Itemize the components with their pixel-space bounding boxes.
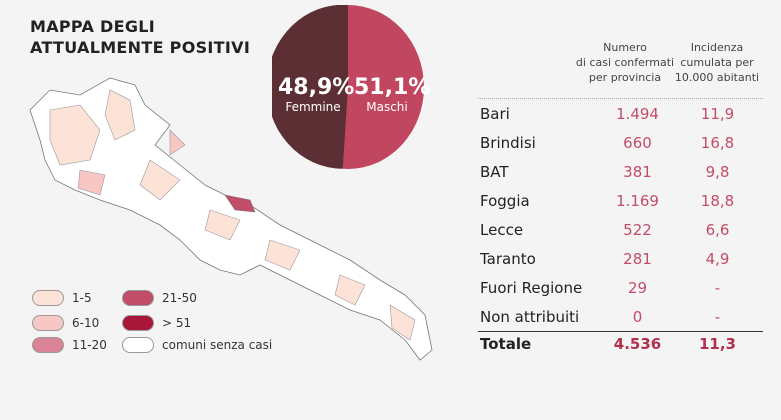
total-row: Totale 4.536 11,3 [480,330,765,358]
cases-value: 381 [623,163,652,181]
table-row: Lecce 522 6,6 [480,216,765,244]
header-incidence: Incidenza cumulata per 10.000 abitanti [674,41,760,84]
incidence-value: 11,9 [700,105,735,123]
table-row: Taranto 281 4,9 [480,245,765,273]
divider [478,98,763,99]
legend-swatch [122,290,154,306]
municipalities-6-10 [77,129,186,196]
table-row: Bari 1.494 11,9 [480,100,765,128]
male-percent: 51,1% [354,75,431,100]
cases-value: 1.494 [616,105,659,123]
incidence-value: 18,8 [700,192,735,210]
gender-pie-chart: 48,9% Femmine 51,1% Maschi [266,4,431,169]
female-share: 48,9% Femmine [278,75,355,114]
municipality-21-50 [224,194,256,213]
province-name: Taranto [480,250,536,268]
province-name: Lecce [480,221,524,239]
table-row: Brindisi 660 16,8 [480,129,765,157]
cases-value: 0 [632,308,643,326]
incidence-value: 9,8 [705,163,730,181]
cases-value: 1.169 [616,192,659,210]
province-name: Non attribuiti [480,308,580,326]
table-row: BAT 381 9,8 [480,158,765,186]
male-label: Maschi [366,100,408,114]
male-share: 51,1% Maschi [354,75,431,114]
cases-value: 29 [627,279,648,297]
legend-label: 11-20 [72,338,107,352]
legend-label: 1-5 [72,291,92,305]
female-percent: 48,9% [278,75,355,100]
incidence-value: - [714,279,721,297]
header-cases: Numero di casi confermati per provincia [575,41,675,84]
table-row: Non attribuiti 0 - [480,303,765,331]
female-label: Femmine [285,100,341,114]
puglia-map [29,77,433,361]
province-name: Brindisi [480,134,536,152]
legend-label: > 51 [162,316,192,330]
legend-label: 21-50 [162,291,197,305]
cases-value: 4.536 [613,335,662,353]
legend-item: 1-5 [32,290,92,306]
province-name: Foggia [480,192,530,210]
municipalities-1-5 [49,89,416,341]
legend-label: comuni senza casi [162,338,273,352]
legend-swatch [32,337,64,353]
incidence-value: 4,9 [705,250,730,268]
legend-swatch [122,315,154,331]
legend-item: > 51 [122,315,191,331]
legend-swatch [122,337,154,353]
table-row: Fuori Regione 29 - [480,274,765,302]
incidence-value: - [714,308,721,326]
cases-value: 522 [623,221,652,239]
legend-swatch [32,315,64,331]
incidence-value: 6,6 [705,221,730,239]
province-name: BAT [480,163,509,181]
cases-value: 660 [623,134,652,152]
total-divider [478,331,763,332]
province-name: Bari [480,105,510,123]
cases-value: 281 [623,250,652,268]
legend-item: 11-20 [32,337,107,353]
pie-slice-male [266,4,348,169]
legend-swatch [32,290,64,306]
legend-label: 6-10 [72,316,100,330]
table-row: Foggia 1.169 18,8 [480,187,765,215]
legend-item: 21-50 [122,290,197,306]
province-name: Totale [480,335,532,353]
incidence-value: 11,3 [698,335,736,353]
legend-item: comuni senza casi [122,337,272,353]
page-title: MAPPA DEGLI ATTUALMENTE POSITIVI [30,17,251,57]
province-name: Fuori Regione [480,279,583,297]
incidence-value: 16,8 [700,134,735,152]
legend-item: 6-10 [32,315,99,331]
